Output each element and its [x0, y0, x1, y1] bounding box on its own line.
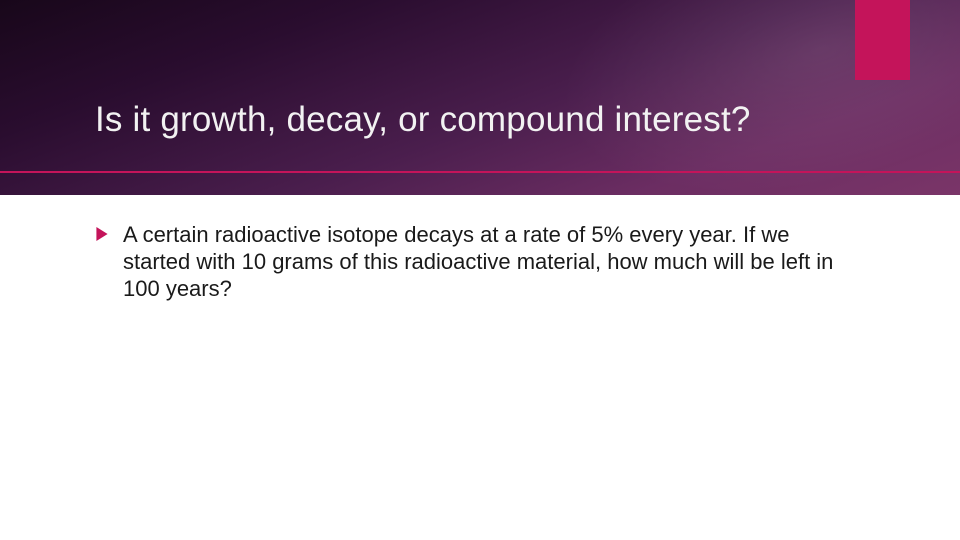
bullet-text: A certain radioactive isotope decays at …: [123, 222, 840, 302]
content-area: A certain radioactive isotope decays at …: [95, 222, 840, 302]
play-triangle-icon: [95, 227, 109, 241]
bullet-item: A certain radioactive isotope decays at …: [95, 222, 840, 302]
slide-title: Is it growth, decay, or compound interes…: [95, 100, 751, 140]
header-underline: [0, 171, 960, 173]
header-band: Is it growth, decay, or compound interes…: [0, 0, 960, 195]
accent-tab: [855, 0, 910, 80]
